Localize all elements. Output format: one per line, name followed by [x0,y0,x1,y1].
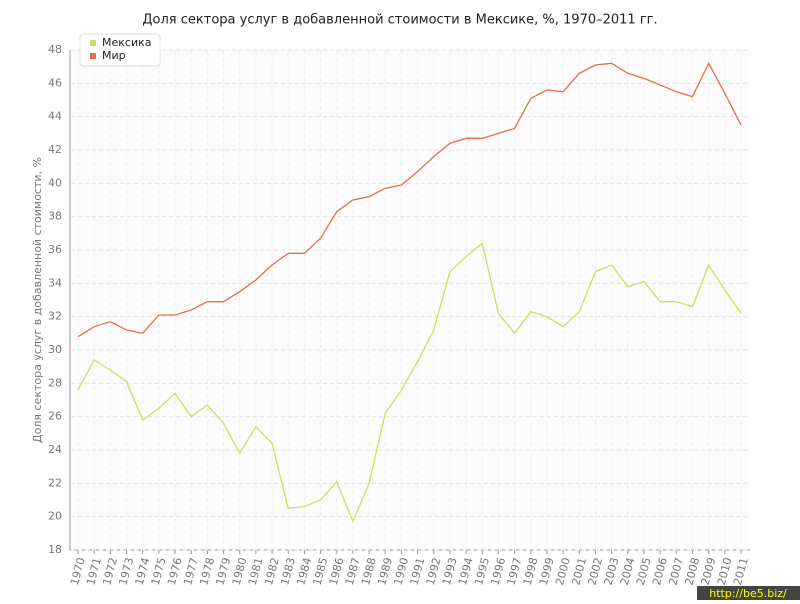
legend-label: Мексика [102,36,151,49]
y-tick-label: 34 [48,276,62,289]
y-tick-label: 26 [48,410,62,423]
y-tick-label: 28 [48,376,62,389]
y-tick-label: 46 [48,76,62,89]
y-tick-label: 42 [48,143,62,156]
legend-swatch [90,40,96,46]
y-tick-label: 30 [48,343,62,356]
y-tick-label: 40 [48,176,62,189]
y-axis-label: Доля сектора услуг в добавленной стоимос… [31,157,44,443]
y-tick-label: 20 [48,510,62,523]
legend-swatch [90,53,96,59]
y-tick-label: 22 [48,476,62,489]
y-tick-label: 36 [48,243,62,256]
y-tick-label: 48 [48,43,62,56]
plot-area [70,50,750,550]
y-tick-label: 24 [48,443,62,456]
legend-box [79,33,161,67]
y-tick-label: 18 [48,543,62,556]
y-tick-label: 38 [48,210,62,223]
line-series [77,242,742,524]
y-tick-label: 32 [48,310,62,323]
watermark: http://be5.biz/ [709,587,787,600]
y-tick-label: 44 [48,110,62,123]
chart-title: Доля сектора услуг в добавленной стоимос… [142,13,657,28]
watermark-bg [697,586,800,600]
line-series [77,61,742,338]
legend-label: Мир [102,49,126,62]
